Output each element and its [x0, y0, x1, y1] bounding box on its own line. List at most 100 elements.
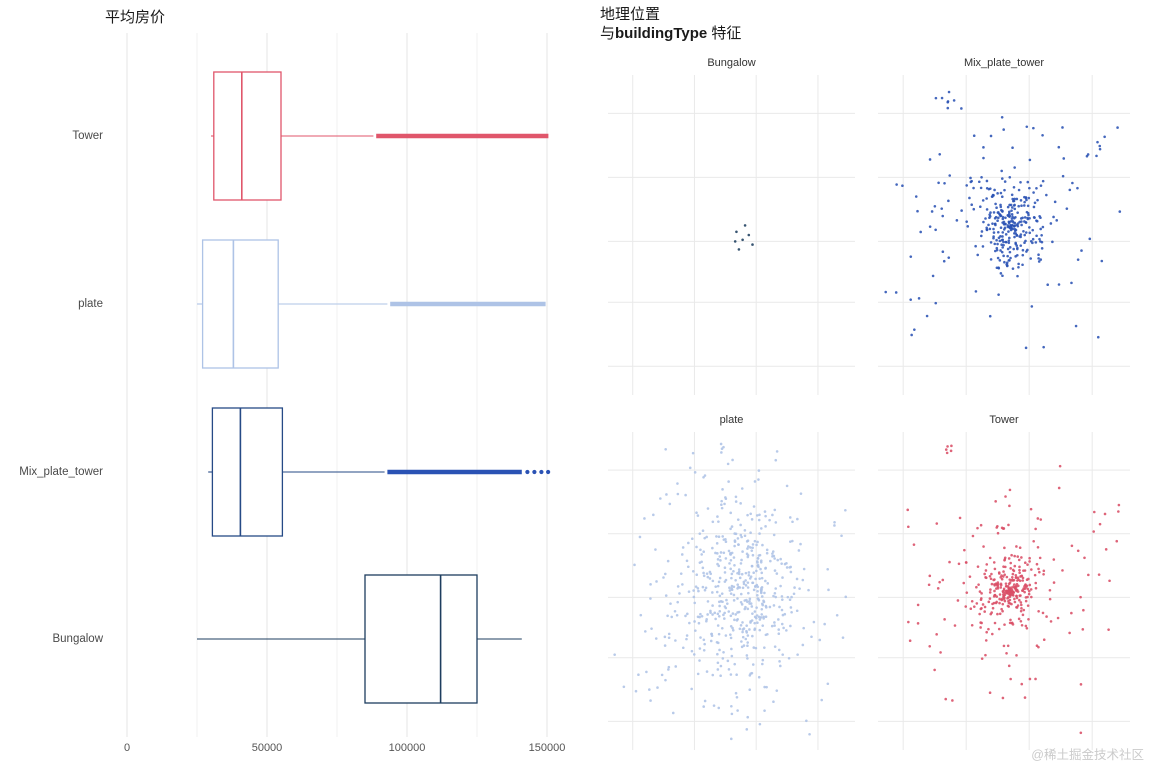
scatter-point	[933, 668, 936, 672]
scatter-point	[1010, 193, 1014, 197]
scatter-point	[1007, 523, 1010, 527]
scatter-point	[963, 548, 966, 552]
scatter-point	[970, 203, 974, 206]
scatter-point	[1028, 226, 1031, 229]
scatter-point	[716, 584, 720, 588]
scatter-point	[988, 597, 992, 600]
scatter-point	[907, 620, 910, 624]
scatter-point	[780, 562, 783, 565]
scatter-point	[743, 599, 747, 602]
scatter-point	[705, 618, 708, 621]
scatter-point	[1004, 582, 1008, 585]
scatter-point	[706, 600, 710, 603]
scatter-point	[773, 621, 776, 624]
scatter-point	[757, 675, 761, 679]
scatter-point	[1014, 242, 1018, 246]
scatter-point	[797, 549, 801, 552]
scatter-point	[1011, 594, 1015, 597]
scatter-point	[710, 632, 713, 636]
scatter-point	[708, 570, 712, 574]
scatter-point	[1041, 179, 1045, 183]
scatter-point	[771, 513, 774, 517]
scatter-point	[723, 571, 727, 574]
scatter-point	[995, 587, 998, 590]
scatter-point	[1039, 240, 1042, 243]
scatter-point	[1013, 554, 1016, 558]
scatter-point	[945, 451, 949, 455]
scatter-point	[669, 602, 672, 605]
scatter-point	[748, 599, 751, 603]
scatter-point	[802, 567, 806, 571]
scatter-point	[771, 550, 775, 553]
scatter-point	[992, 231, 996, 234]
scatter-point	[674, 639, 677, 642]
scatter-point	[1026, 604, 1030, 607]
scatter-point	[695, 545, 698, 549]
scatter-point	[722, 551, 726, 555]
scatter-point	[805, 719, 808, 723]
scatter-point	[1003, 573, 1006, 577]
scatter-point	[985, 630, 988, 634]
scatter-point	[744, 637, 748, 641]
scatter-point	[663, 644, 667, 647]
scatter-point	[740, 535, 743, 539]
scatter-point	[980, 592, 983, 595]
scatter-point	[1098, 147, 1102, 151]
scatter-point	[719, 551, 723, 554]
scatter-point	[1029, 588, 1033, 591]
scatter-point	[1017, 558, 1021, 562]
scatter-point	[731, 612, 735, 615]
scatter-point	[1025, 210, 1029, 214]
scatter-title: 地理位置 与buildingType 特征	[600, 5, 741, 43]
scatter-point	[1011, 572, 1015, 576]
scatter-point	[762, 615, 765, 619]
scatter-point	[1007, 259, 1011, 262]
scatter-point	[907, 525, 910, 529]
scatter-point	[1011, 215, 1014, 218]
scatter-point	[761, 603, 765, 607]
scatter-point	[980, 657, 984, 660]
scatter-point	[999, 226, 1003, 229]
scatter-point	[739, 562, 743, 565]
scatter-point	[714, 585, 718, 588]
scatter-point	[984, 569, 988, 572]
scatter-point	[714, 617, 717, 621]
scatter-point	[974, 244, 977, 248]
scatter-point	[993, 249, 997, 253]
scatter-point	[622, 685, 626, 689]
scatter-point	[751, 543, 755, 546]
scatter-point	[1006, 247, 1010, 251]
scatter-point	[753, 610, 757, 613]
scatter-point	[1009, 561, 1013, 565]
scatter-point	[1010, 575, 1014, 579]
scatter-point	[729, 511, 733, 515]
scatter-point	[670, 615, 674, 619]
scatter-point	[730, 647, 733, 651]
scatter-point	[990, 611, 993, 614]
scatter-point	[703, 642, 706, 646]
scatter-point	[984, 217, 987, 220]
scatter-point	[958, 516, 962, 520]
scatter-point	[994, 202, 997, 206]
scatter-point	[736, 611, 739, 614]
scatter-point	[1013, 600, 1017, 604]
scatter-point	[1039, 518, 1043, 521]
scatter-point	[750, 619, 754, 622]
scatter-point	[1017, 204, 1020, 208]
scatter-point	[711, 591, 714, 594]
scatter-point	[970, 623, 974, 627]
scatter-point	[1068, 188, 1072, 192]
outlier-dot	[539, 469, 544, 475]
scatter-point	[998, 597, 1001, 601]
scatter-point	[812, 620, 816, 624]
scatter-point	[679, 572, 683, 575]
scatter-point	[1013, 166, 1016, 169]
scatter-point	[722, 650, 725, 654]
scatter-point	[1096, 335, 1100, 339]
facet-Mix_plate_tower	[878, 75, 1130, 395]
scatter-point	[989, 134, 993, 138]
scatter-point	[748, 688, 752, 692]
scatter-point	[789, 540, 792, 543]
scatter-point	[1026, 216, 1029, 220]
scatter-point	[745, 624, 748, 627]
